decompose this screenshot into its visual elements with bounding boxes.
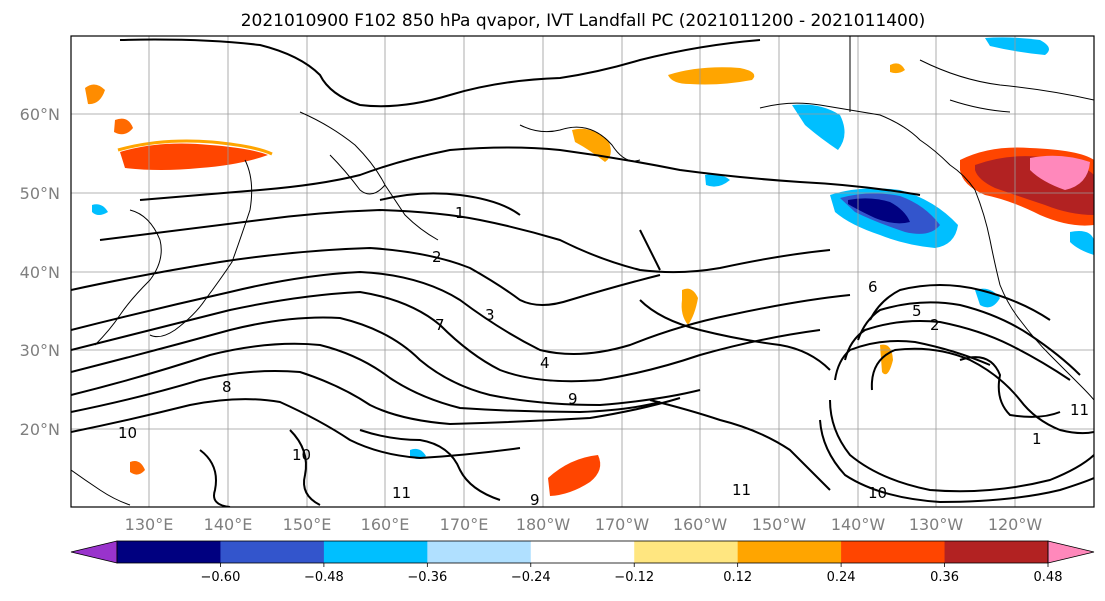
contour-label-4: 4	[540, 354, 550, 372]
lat-label-30n: 30°N	[20, 341, 60, 360]
colorbar-segment	[841, 541, 946, 563]
lon-label-150e: 150°E	[283, 515, 332, 534]
lon-label-130w: 130°W	[909, 515, 964, 534]
lat-label-20n: 20°N	[20, 420, 60, 439]
lon-label-140e: 140°E	[204, 515, 253, 534]
contour-label-10-southwest: 10	[292, 446, 311, 464]
map-title: 2021010900 F102 850 hPa qvapor, IVT Land…	[241, 11, 926, 31]
contour-label-10-west: 10	[118, 424, 137, 442]
colorbar-tick-label: 0.48	[1034, 570, 1063, 585]
map-frame	[70, 35, 1095, 508]
lon-label-130e: 130°E	[125, 515, 174, 534]
lon-label-150w: 150°W	[752, 515, 807, 534]
colorbar-tick-label: −0.48	[304, 570, 344, 585]
contour-label-11-east: 11	[732, 481, 751, 499]
colorbar-tick-label: 0.24	[827, 570, 856, 585]
coastlines	[71, 36, 1094, 506]
lat-label-60n: 60°N	[20, 105, 60, 124]
longitude-labels: 130°E 140°E 150°E 160°E 170°E 180°W 170°…	[125, 515, 1043, 534]
colorbar-tick-label: −0.36	[407, 570, 447, 585]
colorbar-segment	[737, 541, 842, 563]
contour-label-10-southeast: 10	[868, 484, 887, 502]
colorbar: −0.60 −0.48 −0.36 −0.24 −0.12 0.12 0.24 0.36 0.4…	[70, 540, 1095, 585]
contour-label-11-south: 11	[392, 484, 411, 502]
lon-label-170w: 170°W	[595, 515, 650, 534]
colorbar-extend-low	[70, 540, 118, 564]
lon-label-170e: 170°E	[440, 515, 489, 534]
lon-label-160w: 160°W	[673, 515, 728, 534]
contour-label-9-center: 9	[568, 390, 578, 408]
map-panel: 1 2 3 4 7 8 9 9 10 10 11 11 6 5 2 1 10 1…	[71, 36, 1094, 509]
colorbar-segment	[323, 541, 428, 563]
lon-label-120w: 120°W	[988, 515, 1043, 534]
contour-label-8: 8	[222, 378, 232, 396]
lon-label-140w: 140°W	[831, 515, 886, 534]
colorbar-segment	[634, 541, 739, 563]
contour-label-5: 5	[912, 302, 922, 320]
colorbar-segment	[117, 541, 221, 563]
lon-label-180w: 180°W	[516, 515, 571, 534]
colorbar-segments	[70, 540, 1095, 564]
colorbar-tick-label: 0.12	[723, 570, 752, 585]
contour-label-1-east: 1	[1032, 430, 1042, 448]
colorbar-extend-high	[1047, 540, 1095, 564]
colorbar-tick-label: −0.12	[614, 570, 654, 585]
colorbar-segment	[530, 541, 635, 563]
lat-label-40n: 40°N	[20, 263, 60, 282]
contour-label-11-southeast: 11	[1070, 401, 1089, 419]
latitude-labels: 60°N 50°N 40°N 30°N 20°N	[20, 105, 60, 439]
contour-label-7-west: 7	[435, 316, 445, 334]
colorbar-segment	[220, 541, 325, 563]
colorbar-tick-labels: −0.60 −0.48 −0.36 −0.24 −0.12 0.12 0.24 0.36 0.4…	[201, 563, 1063, 585]
contour-label-1-north: 1	[455, 204, 465, 222]
colorbar-segment	[427, 541, 532, 563]
colorbar-outline	[116, 540, 1049, 564]
contour-label-3: 3	[485, 306, 495, 324]
contour-labels: 1 2 3 4 7 8 9 9 10 10 11 11 6 5 2 1 10 1…	[118, 204, 1089, 509]
colorbar-segment	[944, 541, 1049, 563]
contour-label-6: 6	[868, 278, 878, 296]
lat-label-50n: 50°N	[20, 184, 60, 203]
contour-label-2-west: 2	[432, 248, 442, 266]
lon-label-160e: 160°E	[361, 515, 410, 534]
colorbar-tick-label: −0.60	[201, 570, 241, 585]
negative-anomaly-shading	[92, 37, 1094, 459]
colorbar-tick-label: 0.36	[930, 570, 959, 585]
colorbar-tick-label: −0.24	[511, 570, 551, 585]
contour-label-9-south: 9	[530, 491, 540, 509]
ivt-contours	[71, 38, 1094, 507]
contour-label-2-east: 2	[930, 316, 940, 334]
